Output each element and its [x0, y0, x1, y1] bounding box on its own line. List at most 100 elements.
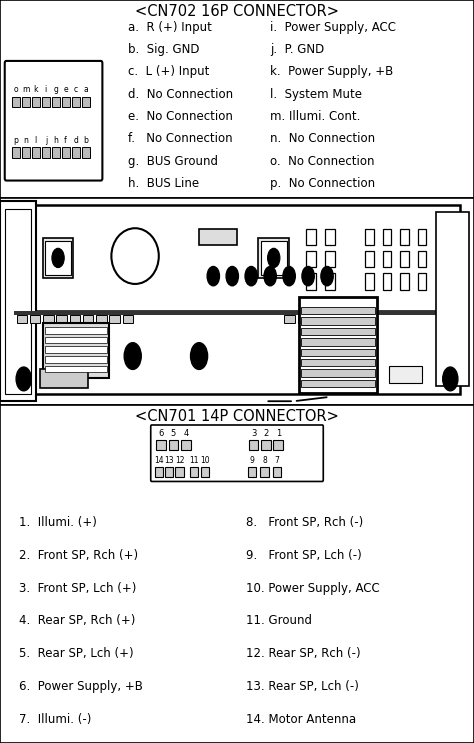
Circle shape — [20, 374, 27, 384]
Text: 6: 6 — [158, 429, 164, 438]
Text: g: g — [53, 85, 58, 94]
Bar — [324, 314, 335, 323]
Bar — [258, 238, 289, 279]
Text: <CN702 16P CONNECTOR>: <CN702 16P CONNECTOR> — [135, 4, 339, 19]
Circle shape — [267, 248, 280, 267]
Bar — [62, 97, 70, 107]
Bar — [325, 251, 335, 267]
Text: 3: 3 — [251, 429, 256, 438]
Text: 7: 7 — [274, 456, 279, 465]
Bar — [337, 314, 348, 323]
Bar — [82, 97, 90, 107]
Bar — [45, 346, 107, 353]
Bar — [83, 314, 93, 323]
Bar — [436, 212, 469, 386]
Text: 14: 14 — [154, 456, 164, 465]
Bar — [306, 229, 316, 245]
Bar — [123, 314, 133, 323]
Bar — [325, 229, 335, 245]
Text: 12: 12 — [175, 456, 184, 465]
Bar — [325, 273, 335, 290]
FancyBboxPatch shape — [151, 425, 323, 481]
Bar — [301, 317, 375, 325]
Text: f: f — [64, 136, 67, 145]
Bar — [418, 251, 426, 267]
Bar — [301, 338, 375, 345]
Circle shape — [245, 267, 257, 286]
Text: 7.  Illumi. (-): 7. Illumi. (-) — [19, 713, 91, 725]
Bar — [43, 238, 73, 279]
Text: c.  L (+) Input: c. L (+) Input — [128, 65, 210, 78]
Text: 2.  Front SP, Rch (+): 2. Front SP, Rch (+) — [19, 549, 138, 562]
Text: 11: 11 — [189, 456, 199, 465]
Text: 9: 9 — [250, 456, 255, 465]
Text: 5.  Rear SP, Lch (+): 5. Rear SP, Lch (+) — [19, 647, 134, 660]
FancyBboxPatch shape — [5, 61, 102, 181]
Bar — [201, 467, 209, 477]
Bar — [383, 251, 391, 267]
Bar — [273, 440, 283, 450]
Circle shape — [207, 267, 219, 286]
Text: k.  Power Supply, +B: k. Power Supply, +B — [270, 65, 393, 78]
Text: 12. Rear SP, Rch (-): 12. Rear SP, Rch (-) — [246, 647, 361, 660]
Text: 8: 8 — [262, 456, 267, 465]
Bar — [155, 467, 163, 477]
Text: 5: 5 — [171, 429, 176, 438]
Bar — [299, 296, 377, 393]
Bar — [96, 314, 107, 323]
Circle shape — [226, 267, 238, 286]
Text: h.  BUS Line: h. BUS Line — [128, 177, 199, 189]
Circle shape — [443, 367, 458, 391]
Text: 4.  Rear SP, Rch (+): 4. Rear SP, Rch (+) — [19, 614, 136, 627]
Bar — [45, 356, 107, 363]
Bar — [165, 467, 173, 477]
Text: l.  System Mute: l. System Mute — [270, 88, 362, 100]
Circle shape — [56, 254, 60, 262]
Bar — [301, 359, 375, 366]
Bar — [284, 314, 295, 323]
Circle shape — [124, 343, 141, 369]
Circle shape — [283, 267, 295, 286]
Bar — [30, 314, 40, 323]
Bar — [72, 147, 80, 158]
Bar — [400, 273, 409, 290]
Bar — [248, 467, 256, 477]
Bar — [365, 273, 374, 290]
Bar — [5, 209, 31, 394]
Text: 1: 1 — [275, 429, 281, 438]
Text: 13. Rear SP, Lch (-): 13. Rear SP, Lch (-) — [246, 680, 359, 692]
Text: m. Illumi. Cont.: m. Illumi. Cont. — [270, 110, 361, 123]
Bar — [261, 440, 271, 450]
Bar — [301, 348, 375, 356]
Text: 11. Ground: 11. Ground — [246, 614, 312, 627]
Bar — [0, 201, 36, 401]
Bar — [418, 273, 426, 290]
Bar — [14, 311, 460, 314]
Bar — [400, 229, 409, 245]
Bar — [45, 337, 107, 343]
Bar — [22, 147, 30, 158]
Bar — [249, 440, 258, 450]
Bar — [199, 229, 237, 245]
Circle shape — [52, 248, 64, 267]
Bar — [273, 467, 281, 477]
Bar — [365, 229, 374, 245]
Bar — [70, 314, 80, 323]
Text: n: n — [23, 136, 28, 145]
Circle shape — [195, 350, 203, 362]
Text: h: h — [53, 136, 58, 145]
Bar — [260, 467, 269, 477]
Text: a: a — [83, 85, 88, 94]
Text: 13: 13 — [164, 456, 174, 465]
Bar — [43, 314, 54, 323]
Bar — [17, 314, 27, 323]
Bar — [169, 440, 178, 450]
Circle shape — [264, 267, 276, 286]
Text: j: j — [45, 136, 47, 145]
Text: 8.   Front SP, Rch (-): 8. Front SP, Rch (-) — [246, 516, 364, 529]
Text: 6.  Power Supply, +B: 6. Power Supply, +B — [19, 680, 143, 692]
Circle shape — [321, 267, 333, 286]
Circle shape — [16, 367, 31, 391]
Text: d: d — [73, 136, 78, 145]
Circle shape — [129, 350, 137, 362]
